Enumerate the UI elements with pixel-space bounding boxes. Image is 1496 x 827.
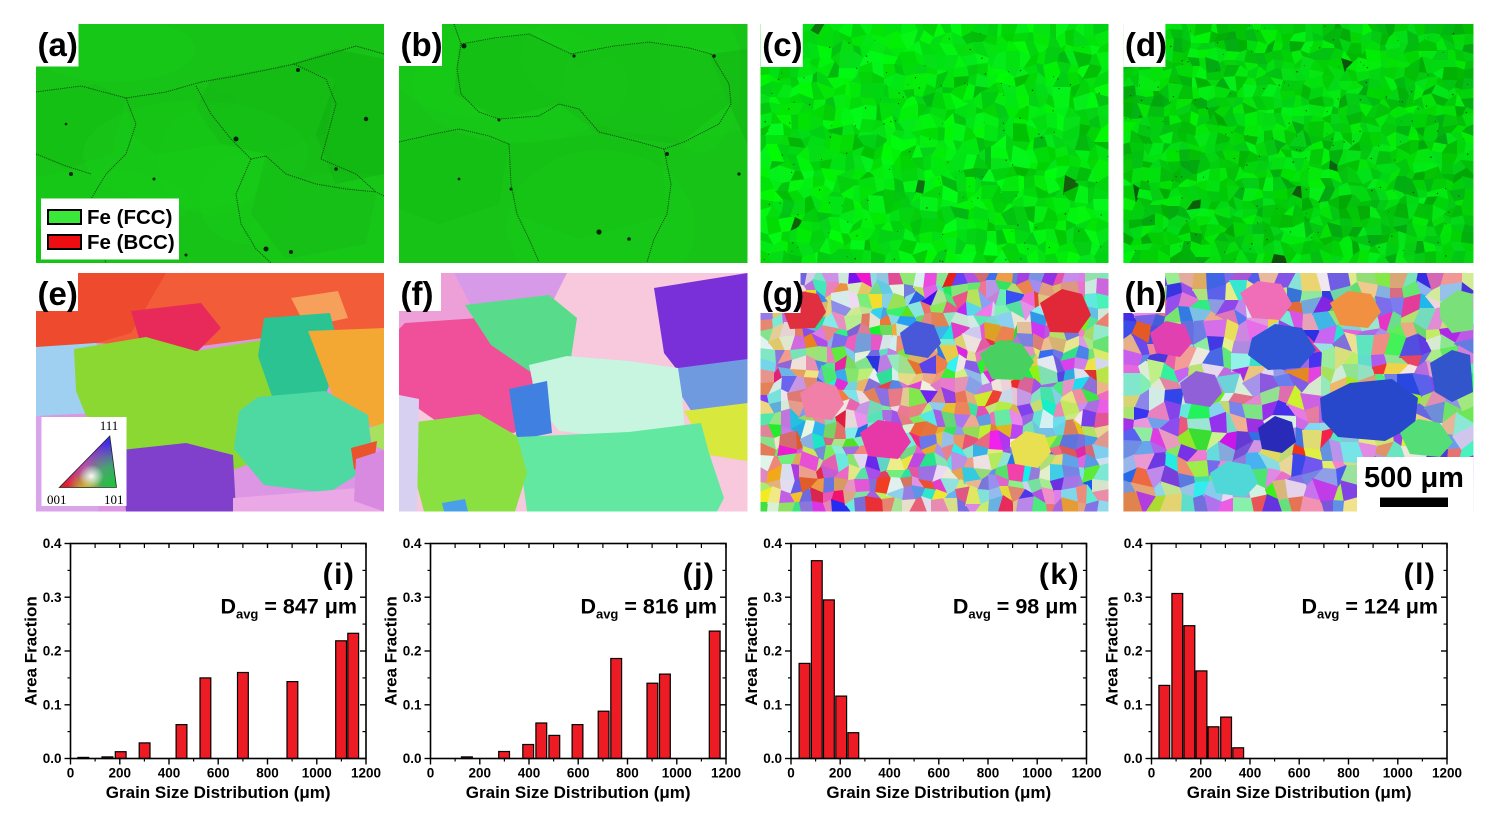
svg-text:200: 200	[109, 766, 132, 781]
svg-text:Fe (FCC): Fe (FCC)	[87, 206, 172, 229]
svg-text:Davg = 816 μm: Davg = 816 μm	[580, 595, 717, 622]
svg-text:1000: 1000	[302, 766, 332, 781]
svg-text:0.3: 0.3	[403, 590, 422, 605]
svg-text:400: 400	[878, 766, 901, 781]
svg-text:0.3: 0.3	[763, 590, 782, 605]
svg-text:0.4: 0.4	[43, 536, 62, 551]
svg-text:Fe (BCC): Fe (BCC)	[87, 231, 175, 254]
svg-text:400: 400	[158, 766, 181, 781]
svg-text:800: 800	[977, 766, 1000, 781]
svg-text:(b): (b)	[401, 26, 443, 63]
svg-text:0: 0	[67, 766, 75, 781]
svg-text:(l): (l)	[1404, 558, 1437, 591]
svg-text:0: 0	[787, 766, 795, 781]
svg-text:(j): (j)	[683, 558, 716, 591]
svg-text:(c): (c)	[762, 26, 802, 63]
svg-text:Grain Size Distribution (μm): Grain Size Distribution (μm)	[1187, 783, 1412, 802]
svg-text:0.4: 0.4	[1124, 536, 1143, 551]
svg-text:(g): (g)	[762, 275, 804, 312]
svg-text:(i): (i)	[323, 558, 356, 591]
svg-text:101: 101	[104, 492, 124, 507]
svg-text:800: 800	[616, 766, 639, 781]
svg-text:800: 800	[256, 766, 279, 781]
svg-text:0.4: 0.4	[403, 536, 422, 551]
svg-text:0.1: 0.1	[763, 698, 782, 713]
svg-text:0.2: 0.2	[1124, 644, 1143, 659]
svg-text:0.0: 0.0	[763, 751, 782, 766]
svg-text:Area Fraction: Area Fraction	[22, 596, 41, 706]
svg-text:0.0: 0.0	[1124, 751, 1143, 766]
svg-text:600: 600	[1288, 766, 1311, 781]
svg-text:0.0: 0.0	[43, 751, 62, 766]
svg-text:0.1: 0.1	[1124, 698, 1143, 713]
svg-text:Davg = 98 μm: Davg = 98 μm	[953, 595, 1078, 622]
svg-text:0.2: 0.2	[43, 644, 62, 659]
svg-text:111: 111	[100, 418, 119, 433]
svg-text:0.2: 0.2	[403, 644, 422, 659]
svg-text:600: 600	[207, 766, 230, 781]
svg-text:0.1: 0.1	[403, 698, 422, 713]
svg-text:(e): (e)	[38, 275, 78, 312]
svg-text:500 μm: 500 μm	[1364, 462, 1464, 494]
svg-text:0: 0	[427, 766, 435, 781]
svg-text:0: 0	[1148, 766, 1156, 781]
svg-text:200: 200	[469, 766, 492, 781]
svg-text:600: 600	[567, 766, 590, 781]
svg-text:Area Fraction: Area Fraction	[382, 596, 401, 706]
svg-text:1200: 1200	[351, 766, 381, 781]
svg-text:(d): (d)	[1125, 26, 1167, 63]
svg-text:(k): (k)	[1039, 558, 1080, 591]
svg-text:Area Fraction: Area Fraction	[742, 596, 761, 706]
svg-text:0.0: 0.0	[403, 751, 422, 766]
svg-text:Grain Size Distribution (μm): Grain Size Distribution (μm)	[106, 783, 331, 802]
svg-text:1000: 1000	[1022, 766, 1052, 781]
svg-text:200: 200	[829, 766, 852, 781]
svg-text:200: 200	[1190, 766, 1213, 781]
svg-text:400: 400	[518, 766, 541, 781]
svg-text:0.4: 0.4	[763, 536, 782, 551]
svg-text:0.3: 0.3	[43, 590, 62, 605]
svg-text:Area Fraction: Area Fraction	[1103, 596, 1122, 706]
svg-text:(f): (f)	[401, 275, 434, 312]
svg-text:(h): (h)	[1125, 275, 1167, 312]
svg-text:800: 800	[1337, 766, 1360, 781]
svg-text:400: 400	[1239, 766, 1262, 781]
svg-text:0.2: 0.2	[763, 644, 782, 659]
svg-text:0.3: 0.3	[1124, 590, 1143, 605]
svg-text:1200: 1200	[1071, 766, 1101, 781]
svg-text:600: 600	[928, 766, 951, 781]
svg-text:1000: 1000	[662, 766, 692, 781]
svg-text:001: 001	[47, 492, 67, 507]
svg-text:1200: 1200	[711, 766, 741, 781]
svg-text:1200: 1200	[1432, 766, 1462, 781]
svg-text:0.1: 0.1	[43, 698, 62, 713]
svg-text:Grain Size Distribution (μm): Grain Size Distribution (μm)	[466, 783, 691, 802]
svg-text:1000: 1000	[1383, 766, 1413, 781]
svg-text:Grain Size Distribution (μm): Grain Size Distribution (μm)	[826, 783, 1051, 802]
svg-text:(a): (a)	[38, 26, 78, 63]
